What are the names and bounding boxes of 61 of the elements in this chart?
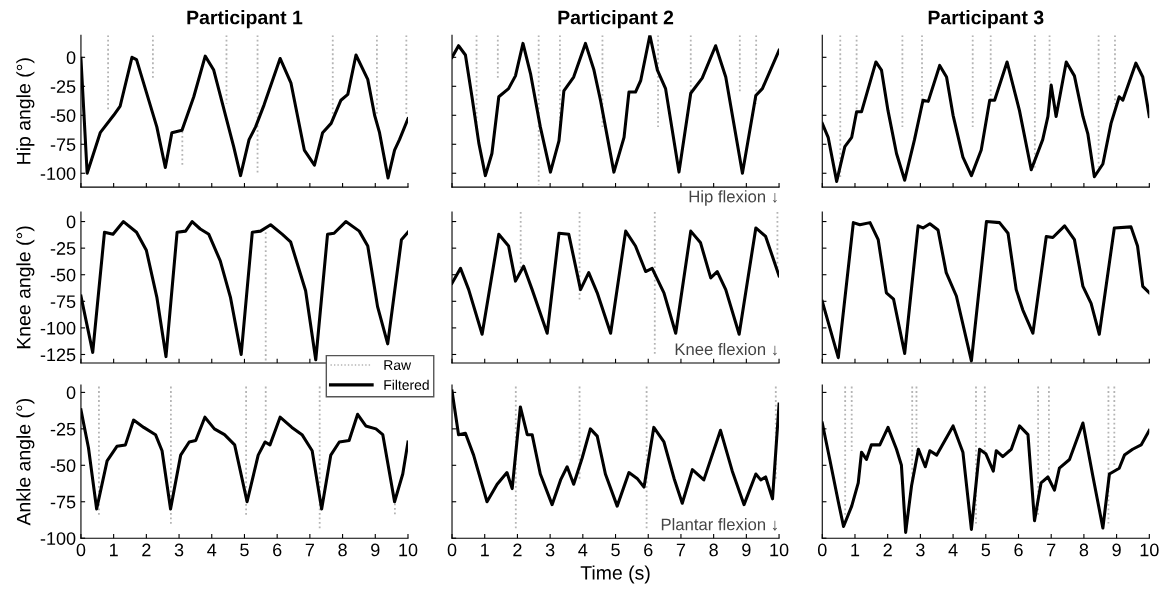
text: Hip flexion ↓ [689, 190, 777, 206]
y-tick-label: -75 [50, 295, 76, 309]
legend-label: Filtered [384, 379, 429, 390]
y-axis-title: Knee angle (°) [16, 226, 35, 349]
y-axis-title: Ankle angle (°) [16, 398, 35, 526]
x-tick-label: 10 [770, 543, 789, 557]
x-axis-title: Time (s) [580, 565, 650, 584]
x-tick-label: 4 [207, 543, 217, 557]
x-tick-label: 7 [1047, 543, 1056, 557]
x-tick-label: 4 [578, 543, 588, 557]
legend-label: Raw [384, 360, 412, 371]
x-tick-label: 4 [948, 543, 958, 557]
x-tick-label: 9 [742, 543, 751, 557]
x-tick-label: 6 [644, 543, 653, 557]
chart-title: Participant 1 [187, 10, 303, 29]
x-tick-label: 2 [513, 543, 522, 557]
x-tick-label: 10 [399, 543, 418, 557]
x-tick-label: 1 [110, 543, 118, 557]
y-tick-label: -75 [50, 138, 76, 151]
y-tick-label: -25 [50, 80, 76, 94]
y-tick-label: -75 [50, 495, 76, 509]
y-tick-label: -50 [50, 459, 76, 473]
y-tick-label: 0 [66, 51, 76, 65]
x-tick-label: 9 [1112, 543, 1121, 557]
x-tick-label: 6 [1014, 543, 1023, 557]
x-tick-label: 7 [676, 543, 686, 557]
x-tick-label: 3 [174, 543, 184, 557]
y-axis-title: Hip angle (°) [16, 58, 35, 164]
annotation: Knee flexion ↓ [675, 342, 777, 356]
y-tick-label: -125 [40, 348, 76, 362]
x-tick-label: 0 [76, 543, 86, 557]
x-tick-label: 8 [1079, 543, 1089, 557]
y-tick-label: -25 [50, 242, 76, 255]
x-tick-label: 8 [709, 543, 718, 557]
chart-title: Participant 3 [928, 10, 1044, 29]
x-tick-label: 7 [305, 543, 314, 557]
y-tick-label: 0 [66, 215, 76, 229]
x-tick-label: 5 [611, 543, 620, 557]
y-tick-label: -50 [50, 268, 76, 282]
x-tick-label: 10 [1140, 543, 1159, 557]
x-tick-label: 2 [142, 543, 151, 557]
chart-title: Participant 2 [558, 10, 674, 29]
y-tick-label: -100 [40, 532, 76, 545]
x-tick-label: 1 [481, 543, 489, 557]
x-tick-label: 2 [883, 543, 892, 557]
y-tick-label: -50 [50, 109, 76, 123]
x-tick-label: 0 [447, 543, 457, 557]
y-tick-label: -100 [40, 321, 76, 335]
x-tick-label: 9 [371, 543, 380, 557]
x-tick-label: 1 [851, 543, 860, 557]
x-tick-label: 3 [916, 543, 925, 557]
annotation: Plantar flexion ↓ [661, 518, 777, 531]
x-tick-label: 3 [545, 543, 555, 557]
y-tick-label: -25 [50, 422, 76, 436]
x-tick-label: 5 [240, 543, 249, 557]
y-tick-label: 0 [66, 386, 76, 400]
x-tick-label: 0 [817, 543, 827, 557]
x-tick-label: 5 [981, 543, 991, 557]
x-tick-label: 6 [273, 543, 282, 557]
y-tick-label: -100 [40, 167, 76, 180]
x-tick-label: 8 [338, 543, 347, 557]
